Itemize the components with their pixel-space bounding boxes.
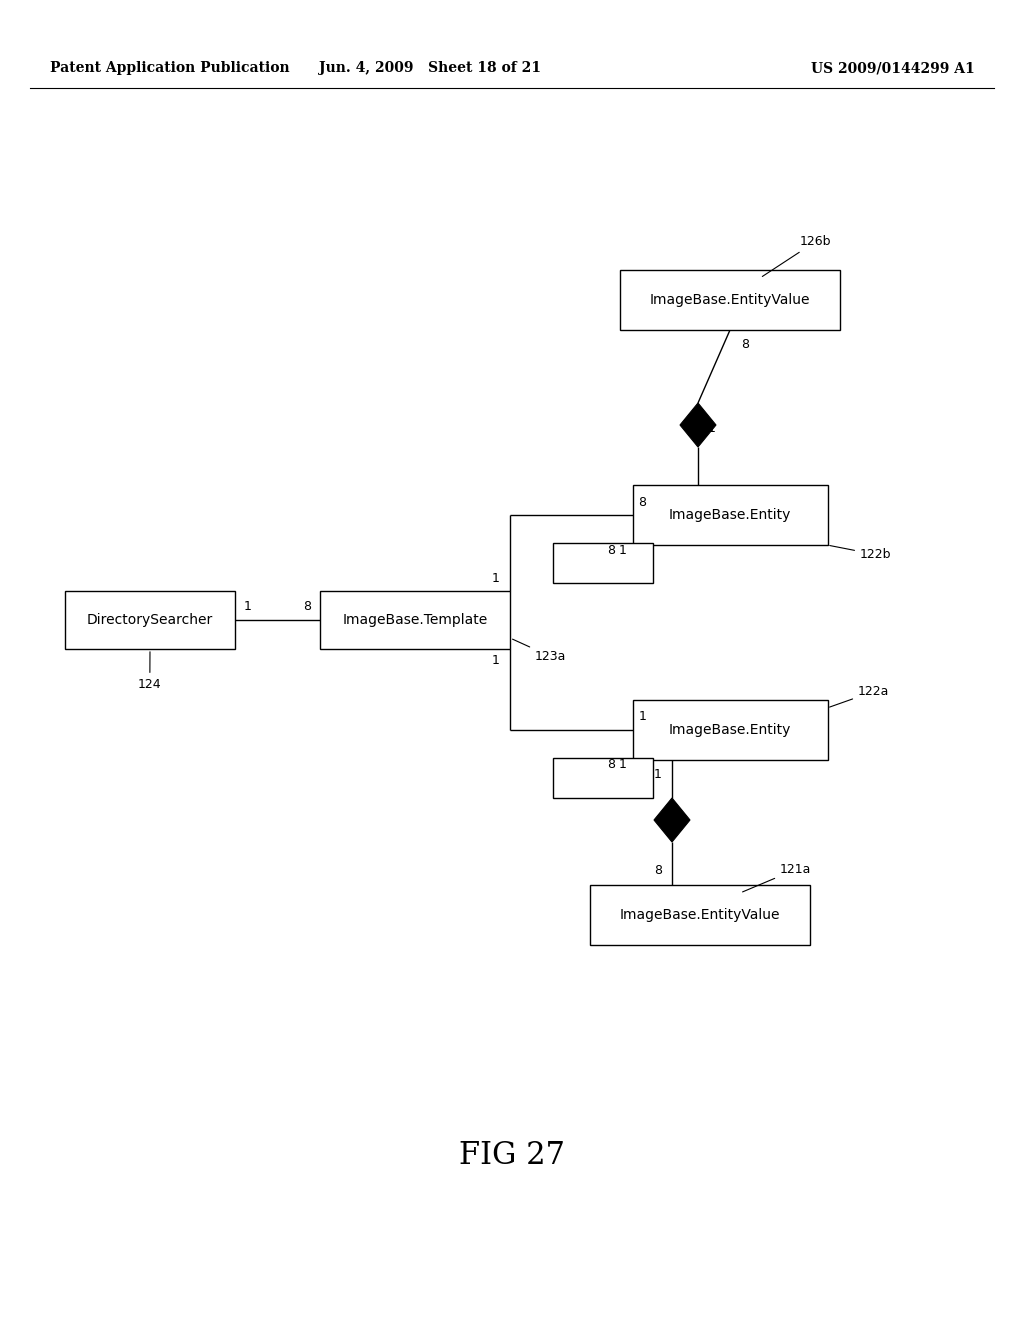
Text: 8: 8 bbox=[607, 759, 615, 771]
Text: 126b: 126b bbox=[762, 235, 831, 276]
Text: 1: 1 bbox=[493, 573, 500, 586]
Text: ImageBase.Entity: ImageBase.Entity bbox=[669, 723, 792, 737]
Text: Patent Application Publication: Patent Application Publication bbox=[50, 61, 290, 75]
Text: 8: 8 bbox=[639, 495, 646, 508]
Text: US 2009/0144299 A1: US 2009/0144299 A1 bbox=[811, 61, 975, 75]
Bar bbox=[620, 271, 840, 330]
Text: ImageBase.EntityValue: ImageBase.EntityValue bbox=[620, 908, 780, 921]
Text: ImageBase.Entity: ImageBase.Entity bbox=[669, 508, 792, 521]
Bar bbox=[319, 591, 510, 649]
Text: 1: 1 bbox=[618, 544, 627, 557]
Text: 1: 1 bbox=[618, 759, 627, 771]
Text: 1: 1 bbox=[654, 767, 662, 780]
Text: 8: 8 bbox=[741, 338, 749, 351]
Text: 1: 1 bbox=[493, 655, 500, 668]
Text: 122b: 122b bbox=[829, 545, 892, 561]
Text: 123a: 123a bbox=[513, 639, 566, 663]
Text: 8: 8 bbox=[607, 544, 615, 557]
Text: 1: 1 bbox=[639, 710, 646, 723]
Polygon shape bbox=[680, 403, 716, 447]
Polygon shape bbox=[654, 799, 690, 842]
Text: 122a: 122a bbox=[829, 685, 890, 708]
Text: 1: 1 bbox=[244, 601, 252, 614]
Text: ImageBase.EntityValue: ImageBase.EntityValue bbox=[650, 293, 810, 308]
Text: DirectorySearcher: DirectorySearcher bbox=[87, 612, 213, 627]
Text: 124: 124 bbox=[138, 652, 162, 690]
Text: ImageBase.Template: ImageBase.Template bbox=[342, 612, 487, 627]
Text: 1: 1 bbox=[708, 422, 716, 436]
Text: 8: 8 bbox=[303, 601, 311, 614]
Text: Jun. 4, 2009   Sheet 18 of 21: Jun. 4, 2009 Sheet 18 of 21 bbox=[319, 61, 541, 75]
Bar bbox=[553, 758, 653, 799]
Bar bbox=[590, 884, 810, 945]
Text: 8: 8 bbox=[654, 865, 662, 878]
Bar bbox=[65, 591, 234, 649]
Text: 121a: 121a bbox=[742, 863, 811, 892]
Bar bbox=[553, 543, 653, 583]
Bar bbox=[633, 484, 827, 545]
Text: FIG 27: FIG 27 bbox=[459, 1139, 565, 1171]
Bar bbox=[633, 700, 827, 760]
